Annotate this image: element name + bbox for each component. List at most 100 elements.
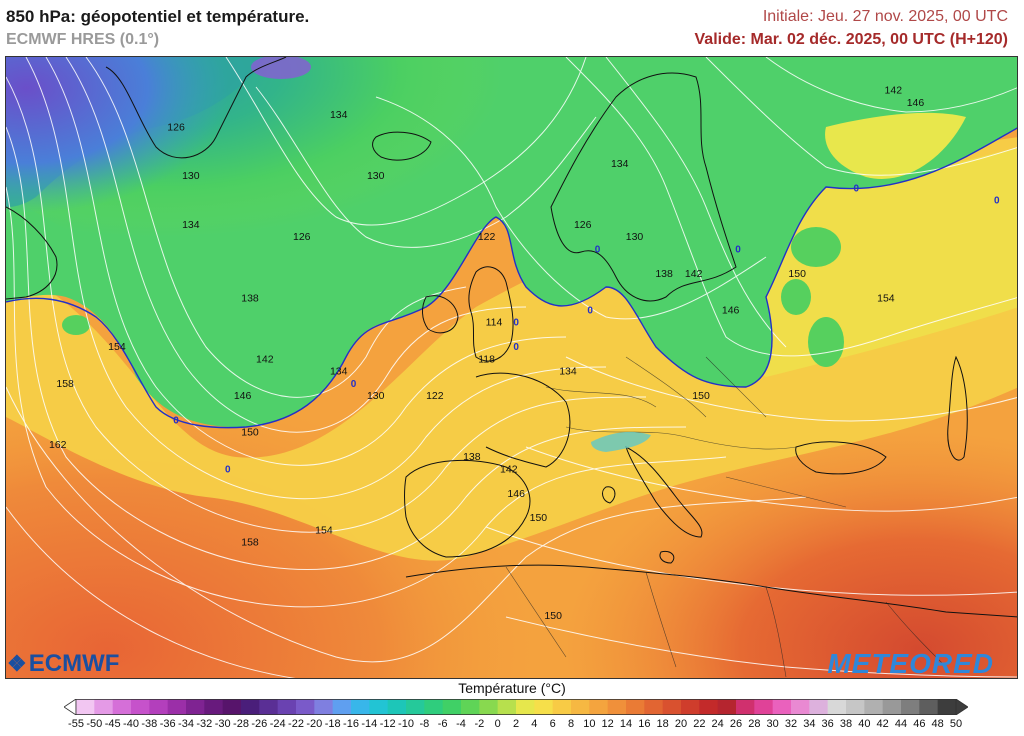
isohypse-label: 126	[574, 219, 592, 231]
colorbar-swatch	[809, 699, 829, 715]
colorbar-tick-label: -34	[178, 718, 194, 730]
colorbar-tick-label: 4	[531, 718, 538, 730]
colorbar-swatch	[131, 699, 150, 715]
colorbar-swatch	[259, 699, 279, 715]
isohypse-label: 146	[234, 390, 252, 402]
colorbar-swatch	[94, 699, 114, 715]
colorbar-swatch	[607, 699, 627, 715]
chart-title: 850 hPa: géopotentiel et température.	[6, 7, 310, 26]
zero-degree-marker: 0	[173, 415, 179, 426]
colorbar-tick-label: 12	[601, 718, 614, 730]
isohypse-label: 122	[478, 231, 496, 243]
isohypse-label: 158	[56, 378, 74, 390]
zero-degree-marker: 0	[994, 196, 1000, 207]
colorbar-swatch	[681, 699, 700, 715]
colorbar-tick-label: -50	[86, 718, 103, 730]
temperature-colorbar	[64, 699, 968, 715]
legend-title: Température (°C)	[458, 680, 566, 696]
colorbar-tick-label: 10	[583, 718, 596, 730]
isohypse-label: 146	[722, 305, 740, 317]
isohypse-label: 134	[611, 158, 629, 170]
colorbar-tick-label: -18	[324, 718, 341, 730]
colorbar-tick-label: -36	[159, 718, 176, 730]
colorbar-swatch	[516, 699, 535, 715]
header: 850 hPa: géopotentiel et température. EC…	[0, 0, 1024, 56]
colorbar-swatch	[497, 699, 517, 715]
colorbar-swatch	[937, 699, 957, 715]
alps-cold-spot	[591, 431, 651, 452]
green-blob-2	[781, 279, 811, 315]
colorbar-tick-label: 40	[858, 718, 871, 730]
colorbar-tick-label: -32	[196, 718, 213, 730]
isohypse-label: 154	[315, 524, 333, 536]
colorbar-tick-label: -22	[288, 718, 304, 730]
colorbar-swatch	[277, 699, 297, 715]
colorbar-tick-label: 42	[876, 718, 889, 730]
weather-map[interactable]: 126 134 130 130 134 126 122 126 130 134 138 138 142 1…	[5, 56, 1018, 679]
coastlines	[6, 57, 1017, 618]
colorbar-tick-label: -26	[251, 718, 268, 730]
colorbar-tick-label: -2	[474, 718, 485, 730]
yellow-north-patch	[825, 112, 966, 179]
colorbar-tick-label: 0	[494, 718, 501, 730]
colorbar-swatch	[369, 699, 389, 715]
ecmwf-mark-icon: ❖	[7, 651, 27, 676]
colorbar-swatch	[901, 699, 920, 715]
colorbar-tick-label: 46	[913, 718, 926, 730]
colorbar-swatch	[479, 699, 499, 715]
isohypse-label: 138	[241, 292, 259, 304]
colorbar-tick-label: -24	[269, 718, 286, 730]
colorbar-swatch	[772, 699, 792, 715]
colorbar-swatch	[662, 699, 682, 715]
map-canvas: 126 134 130 130 134 126 122 126 130 134 138 138 142 1…	[6, 57, 1017, 678]
colorbar-swatch	[882, 699, 902, 715]
colorbar-swatch	[204, 699, 224, 715]
isohypse-label: 150	[788, 268, 806, 280]
isohypse-label: 134	[182, 219, 200, 231]
colorbar-tick-label: 8	[567, 718, 575, 730]
colorbar-tick-label: -40	[123, 718, 139, 730]
isohypse-label: 146	[907, 97, 925, 109]
colorbar-swatch	[864, 699, 884, 715]
initial-run-label: Initiale: Jeu. 27 nov. 2025, 00 UTC	[762, 8, 1008, 25]
colorbar-tick-label: 38	[839, 718, 853, 730]
colorbar-swatch	[406, 699, 425, 715]
colorbar-tick-label: 28	[748, 718, 761, 730]
colorbar-swatch	[112, 699, 132, 715]
colorbar-swatch	[827, 699, 847, 715]
colorbar-tick-label: 18	[656, 718, 669, 730]
isohypse-label: 142	[256, 353, 274, 365]
zero-degree-marker: 0	[735, 244, 741, 255]
isohypse-label: 114	[486, 317, 503, 329]
colorbar-tick-label: 22	[693, 718, 706, 730]
colorbar-tick-label: -55	[68, 718, 84, 730]
isohypse-label: 150	[544, 610, 562, 622]
meteored-logo: METEORED	[827, 648, 994, 679]
colorbar-tick-label: -28	[233, 718, 249, 730]
isohypse-label: 150	[530, 512, 548, 524]
isohypse-label: 142	[500, 463, 518, 475]
colorbar-tick-label: 32	[784, 718, 798, 730]
colorbar-swatch	[589, 699, 609, 715]
isohypse-label: 126	[167, 121, 185, 133]
isohypse-label: 134	[330, 366, 348, 378]
isohypse-label: 138	[463, 451, 481, 463]
zero-degree-marker: 0	[595, 244, 601, 255]
zero-degree-marker: 0	[513, 318, 519, 329]
zero-degree-marker: 0	[854, 183, 860, 194]
colorbar-min-arrow	[64, 699, 77, 715]
colorbar-swatch	[534, 699, 554, 715]
borders	[505, 356, 947, 678]
colorbar-swatch	[149, 699, 169, 715]
colorbar-tick-label: -14	[361, 718, 378, 730]
isohypse-label: 142	[885, 85, 903, 97]
isohypse-label: 134	[330, 109, 348, 121]
isohypse-label: 130	[367, 390, 385, 402]
isohypse-label: 154	[108, 341, 126, 353]
isohypse-label: 138	[655, 268, 673, 280]
colorbar-swatch	[387, 699, 407, 715]
colorbar-swatch	[717, 699, 737, 715]
isohypse-label: 154	[877, 292, 895, 304]
purple-patch	[251, 57, 311, 79]
colorbar-tick-label: 20	[674, 718, 688, 730]
